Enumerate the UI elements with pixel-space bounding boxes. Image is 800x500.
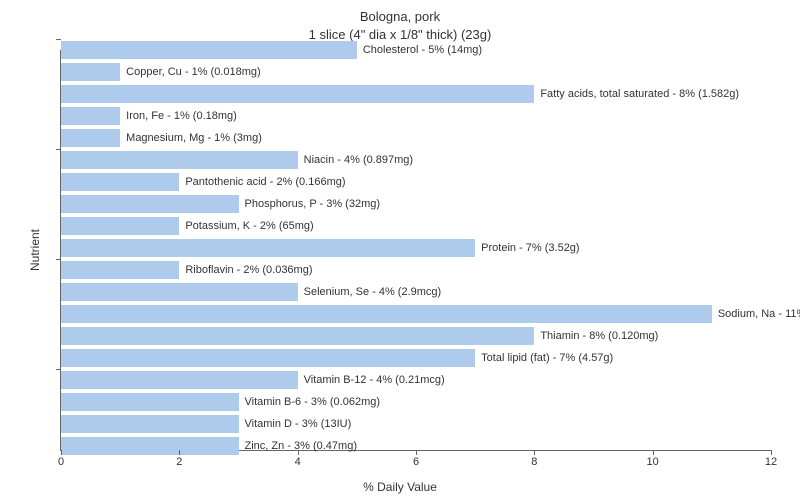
bar: Vitamin B-6 - 3% (0.062mg) [61, 393, 239, 411]
x-tick-mark [534, 450, 535, 455]
bar-row: Riboflavin - 2% (0.036mg) [61, 261, 179, 279]
bar-label: Vitamin B-6 - 3% (0.062mg) [245, 396, 381, 408]
bar: Sodium, Na - 11% (272mg) [61, 305, 712, 323]
x-tick-label: 4 [295, 456, 301, 468]
bar: Niacin - 4% (0.897mg) [61, 151, 298, 169]
nutrient-chart: Bologna, pork 1 slice (4" dia x 1/8" thi… [0, 0, 800, 500]
x-tick-label: 12 [765, 456, 777, 468]
bar-label: Niacin - 4% (0.897mg) [304, 154, 413, 166]
x-axis-label: % Daily Value [363, 480, 437, 494]
bar: Magnesium, Mg - 1% (3mg) [61, 129, 120, 147]
bar-label: Vitamin B-12 - 4% (0.21mcg) [304, 374, 445, 386]
x-tick-mark [298, 450, 299, 455]
bar: Potassium, K - 2% (65mg) [61, 217, 179, 235]
bar-label: Cholesterol - 5% (14mg) [363, 44, 482, 56]
bar-row: Total lipid (fat) - 7% (4.57g) [61, 349, 475, 367]
bar-row: Iron, Fe - 1% (0.18mg) [61, 107, 120, 125]
bar-row: Sodium, Na - 11% (272mg) [61, 305, 712, 323]
bar-label: Zinc, Zn - 3% (0.47mg) [245, 440, 357, 452]
x-tick-label: 0 [58, 456, 64, 468]
bar-row: Protein - 7% (3.52g) [61, 239, 475, 257]
bar-label: Selenium, Se - 4% (2.9mcg) [304, 286, 442, 298]
x-tick-mark [179, 450, 180, 455]
y-tick-mark [56, 369, 61, 370]
chart-title: Bologna, pork 1 slice (4" dia x 1/8" thi… [0, 0, 800, 44]
bar: Fatty acids, total saturated - 8% (1.582… [61, 85, 534, 103]
y-tick-mark [56, 39, 61, 40]
bar-row: Vitamin B-12 - 4% (0.21mcg) [61, 371, 298, 389]
bar-row: Magnesium, Mg - 1% (3mg) [61, 129, 120, 147]
bar-row: Phosphorus, P - 3% (32mg) [61, 195, 239, 213]
x-tick-mark [771, 450, 772, 455]
x-tick-label: 2 [176, 456, 182, 468]
x-tick-mark [416, 450, 417, 455]
bar-label: Iron, Fe - 1% (0.18mg) [126, 110, 237, 122]
x-tick-mark [61, 450, 62, 455]
bar-row: Thiamin - 8% (0.120mg) [61, 327, 534, 345]
bar: Total lipid (fat) - 7% (4.57g) [61, 349, 475, 367]
bar: Iron, Fe - 1% (0.18mg) [61, 107, 120, 125]
bar-label: Sodium, Na - 11% (272mg) [718, 308, 800, 320]
x-tick-label: 8 [531, 456, 537, 468]
bar-row: Fatty acids, total saturated - 8% (1.582… [61, 85, 534, 103]
bar-label: Riboflavin - 2% (0.036mg) [185, 264, 312, 276]
bar: Thiamin - 8% (0.120mg) [61, 327, 534, 345]
bar-label: Vitamin D - 3% (13IU) [245, 418, 352, 430]
bar-label: Potassium, K - 2% (65mg) [185, 220, 313, 232]
bar-label: Total lipid (fat) - 7% (4.57g) [481, 352, 613, 364]
bar-label: Magnesium, Mg - 1% (3mg) [126, 132, 262, 144]
bar: Riboflavin - 2% (0.036mg) [61, 261, 179, 279]
y-tick-mark [56, 259, 61, 260]
bar-label: Fatty acids, total saturated - 8% (1.582… [540, 88, 739, 100]
x-tick-label: 6 [413, 456, 419, 468]
y-tick-mark [56, 149, 61, 150]
bar-row: Copper, Cu - 1% (0.018mg) [61, 63, 120, 81]
bar-row: Pantothenic acid - 2% (0.166mg) [61, 173, 179, 191]
bar-label: Pantothenic acid - 2% (0.166mg) [185, 176, 345, 188]
bar: Vitamin D - 3% (13IU) [61, 415, 239, 433]
bar-row: Vitamin D - 3% (13IU) [61, 415, 239, 433]
bar-row: Potassium, K - 2% (65mg) [61, 217, 179, 235]
y-axis-label: Nutrient [28, 229, 42, 271]
bar: Phosphorus, P - 3% (32mg) [61, 195, 239, 213]
bar-label: Copper, Cu - 1% (0.018mg) [126, 66, 261, 78]
bar-row: Selenium, Se - 4% (2.9mcg) [61, 283, 298, 301]
bar-row: Cholesterol - 5% (14mg) [61, 41, 357, 59]
bar: Copper, Cu - 1% (0.018mg) [61, 63, 120, 81]
bar: Pantothenic acid - 2% (0.166mg) [61, 173, 179, 191]
bar-label: Protein - 7% (3.52g) [481, 242, 579, 254]
x-tick-label: 10 [647, 456, 659, 468]
bar-row: Vitamin B-6 - 3% (0.062mg) [61, 393, 239, 411]
bar: Vitamin B-12 - 4% (0.21mcg) [61, 371, 298, 389]
bar-label: Thiamin - 8% (0.120mg) [540, 330, 658, 342]
bar: Selenium, Se - 4% (2.9mcg) [61, 283, 298, 301]
bar: Cholesterol - 5% (14mg) [61, 41, 357, 59]
bar-row: Zinc, Zn - 3% (0.47mg) [61, 437, 239, 455]
title-line-1: Bologna, pork [0, 8, 800, 26]
bar-label: Phosphorus, P - 3% (32mg) [245, 198, 381, 210]
bar: Zinc, Zn - 3% (0.47mg) [61, 437, 239, 455]
plot-area: Cholesterol - 5% (14mg)Copper, Cu - 1% (… [60, 50, 771, 451]
x-tick-mark [653, 450, 654, 455]
bar: Protein - 7% (3.52g) [61, 239, 475, 257]
bar-row: Niacin - 4% (0.897mg) [61, 151, 298, 169]
